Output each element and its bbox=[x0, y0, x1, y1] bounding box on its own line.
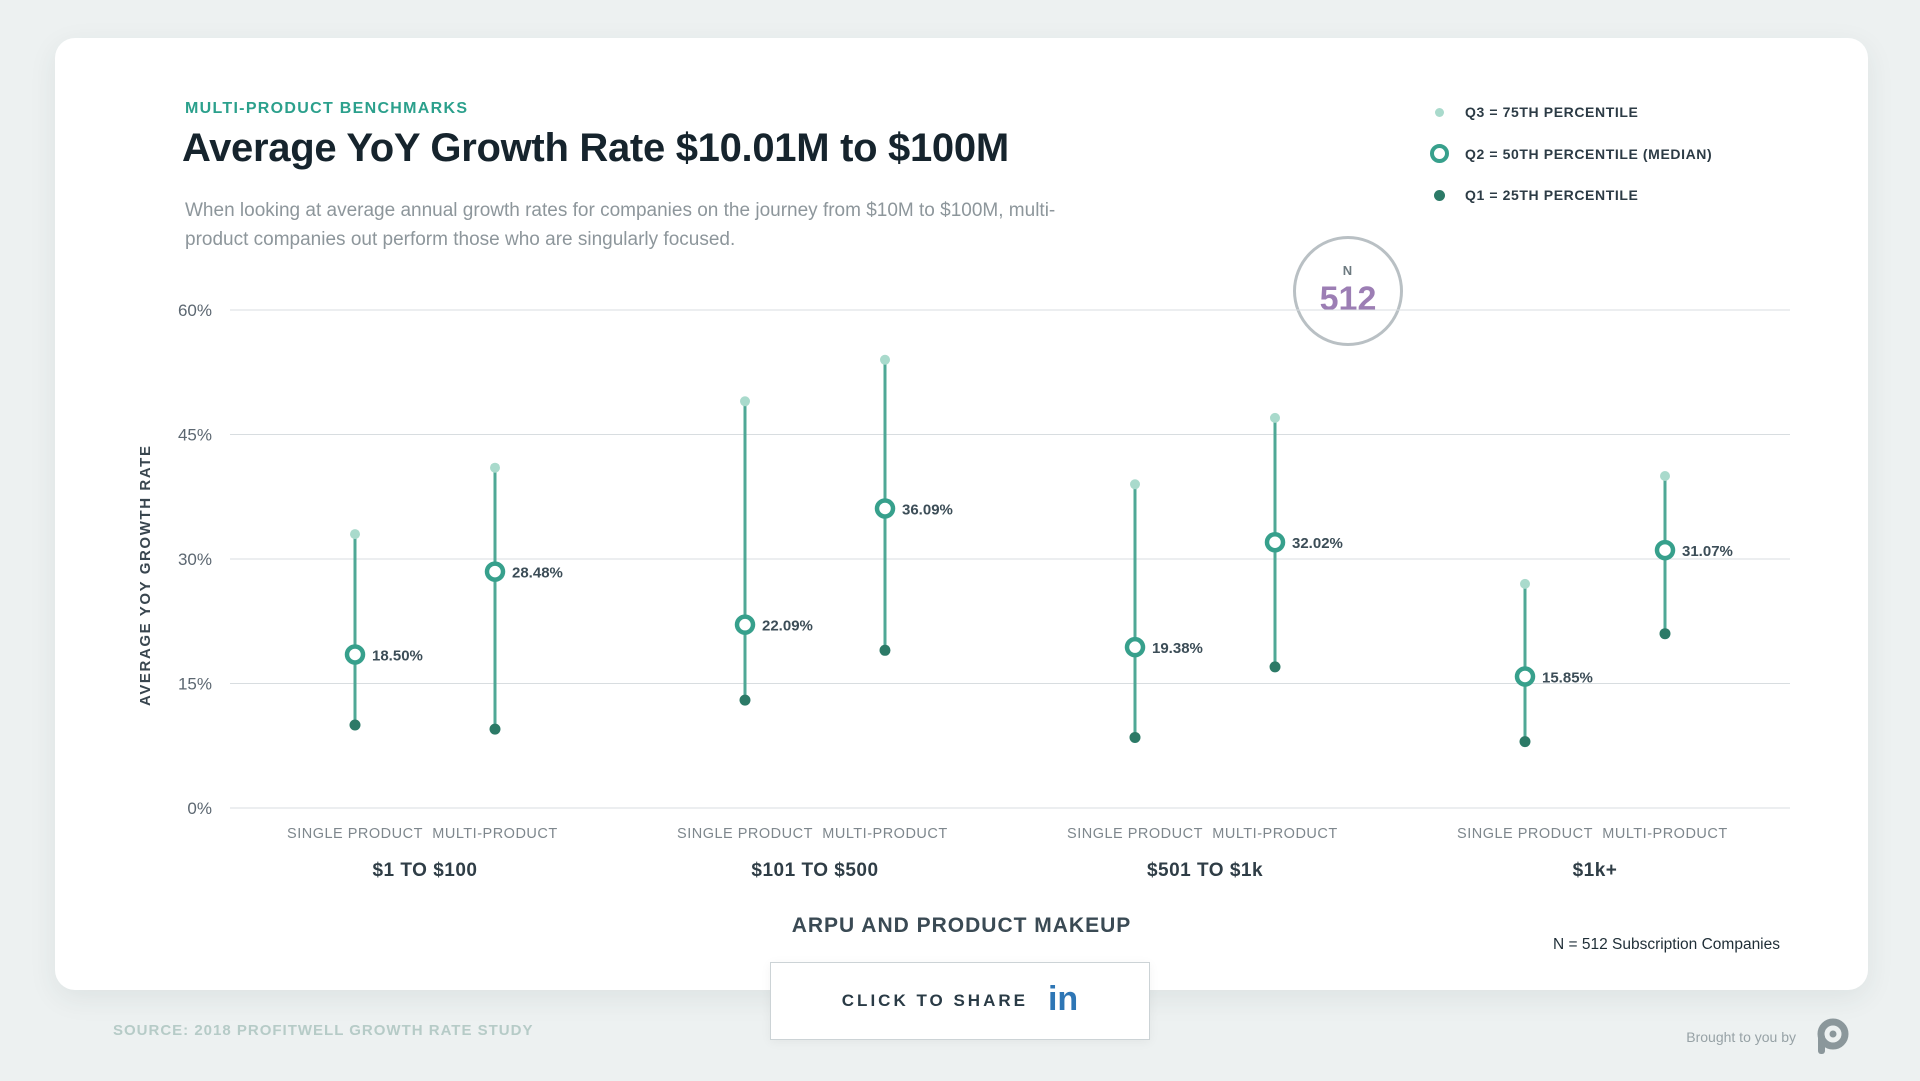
median-ring bbox=[1264, 531, 1286, 553]
median-ring-icon bbox=[1427, 144, 1451, 163]
source-credit: SOURCE: 2018 PROFITWELL GROWTH RATE STUD… bbox=[113, 1022, 534, 1039]
x-axis-label: ARPU AND PRODUCT MAKEUP bbox=[791, 914, 1132, 937]
median-ring bbox=[1654, 539, 1676, 561]
q3-dot bbox=[490, 462, 500, 473]
profitwell-logo bbox=[1817, 1018, 1849, 1054]
category-label: SINGLE PRODUCT bbox=[287, 826, 423, 842]
q3-dot bbox=[880, 354, 890, 365]
q1-dot bbox=[1519, 736, 1531, 748]
group-label: $1 TO $100 bbox=[372, 860, 477, 881]
category-label: SINGLE PRODUCT bbox=[1457, 826, 1593, 842]
share-button-label: CLICK TO SHARE bbox=[841, 991, 1028, 1010]
q1-dot bbox=[349, 719, 361, 731]
q1-dot bbox=[1129, 731, 1141, 743]
brought-by-label: Brought to you by bbox=[1686, 1029, 1796, 1045]
median-ring bbox=[484, 561, 506, 582]
legend-label: Q3 = 75TH PERCENTILE bbox=[1465, 104, 1639, 120]
page-title: Average YoY Growth Rate $10.01M to $100M bbox=[182, 126, 1009, 170]
legend: Q3 = 75TH PERCENTILE Q2 = 50TH PERCENTIL… bbox=[1427, 104, 1712, 203]
category-label: SINGLE PRODUCT bbox=[677, 826, 813, 842]
q3-dot bbox=[350, 529, 360, 540]
median-value-label: 36.09% bbox=[902, 501, 953, 518]
median-value-label: 22.09% bbox=[762, 618, 813, 635]
sample-size-badge: N 512 bbox=[1293, 236, 1403, 346]
q1-dot bbox=[1269, 661, 1281, 673]
median-value-label: 19.38% bbox=[1152, 640, 1203, 657]
subtitle: When looking at average annual growth ra… bbox=[185, 200, 1056, 251]
median-value-label: 32.02% bbox=[1292, 535, 1343, 552]
median-ring bbox=[734, 614, 756, 635]
category-label: MULTI-PRODUCT bbox=[432, 826, 557, 842]
q3-dot-icon bbox=[1427, 107, 1451, 117]
y-tick-label: 15% bbox=[178, 675, 212, 694]
median-value-label: 31.07% bbox=[1682, 543, 1733, 560]
q1-dot bbox=[879, 644, 891, 656]
legend-label: Q2 = 50TH PERCENTILE (MEDIAN) bbox=[1465, 145, 1713, 162]
median-ring bbox=[874, 498, 896, 519]
q3-dot bbox=[1660, 471, 1670, 481]
category-label: SINGLE PRODUCT bbox=[1067, 826, 1203, 842]
q3-dot bbox=[1520, 578, 1530, 589]
legend-item-q3: Q3 = 75TH PERCENTILE bbox=[1427, 104, 1712, 120]
y-tick-label: 45% bbox=[178, 426, 212, 445]
category-label: MULTI-PRODUCT bbox=[1602, 826, 1727, 842]
eyebrow: MULTI-PRODUCT BENCHMARKS bbox=[185, 100, 469, 117]
legend-label: Q1 = 25TH PERCENTILE bbox=[1465, 187, 1639, 203]
legend-item-q1: Q1 = 25TH PERCENTILE bbox=[1427, 187, 1712, 203]
median-ring bbox=[344, 644, 366, 665]
sample-size-value: 512 bbox=[1319, 280, 1377, 318]
group-label: $101 TO $500 bbox=[751, 860, 878, 881]
median-ring bbox=[1514, 666, 1536, 687]
q1-dot bbox=[739, 694, 751, 706]
median-value-label: 15.85% bbox=[1542, 669, 1593, 686]
benchmark-card: MULTI-PRODUCT BENCHMARKS Average YoY Gro… bbox=[55, 38, 1868, 990]
q1-dot bbox=[1659, 628, 1671, 640]
category-label: MULTI-PRODUCT bbox=[1212, 826, 1337, 842]
sample-size-label: N bbox=[1342, 263, 1354, 278]
median-ring bbox=[1124, 636, 1146, 658]
sample-note: N = 512 Subscription Companies bbox=[1552, 936, 1780, 953]
q3-dot bbox=[740, 396, 750, 407]
q3-dot bbox=[1130, 479, 1140, 490]
category-label: MULTI-PRODUCT bbox=[822, 826, 947, 842]
y-tick-label: 60% bbox=[178, 301, 212, 320]
legend-item-q2: Q2 = 50TH PERCENTILE (MEDIAN) bbox=[1427, 144, 1712, 163]
brought-by: Brought to you by bbox=[1686, 1014, 1854, 1060]
median-value-label: 28.48% bbox=[512, 565, 563, 582]
linkedin-icon: in bbox=[1047, 980, 1079, 1018]
share-button[interactable]: CLICK TO SHARE in bbox=[770, 962, 1150, 1040]
group-label: $1k+ bbox=[1573, 860, 1618, 881]
q1-dot bbox=[489, 723, 501, 735]
q3-dot bbox=[1270, 412, 1280, 423]
growth-rate-chart: 0% 15% 30% 45% 60% 18.50% SINGLE PRODUCT 28.48%… bbox=[178, 301, 1790, 881]
q1-dot-icon bbox=[1427, 189, 1451, 201]
y-tick-label: 0% bbox=[187, 799, 212, 818]
group-label: $501 TO $1k bbox=[1147, 860, 1263, 881]
y-tick-label: 30% bbox=[178, 550, 212, 569]
median-value-label: 18.50% bbox=[372, 647, 423, 664]
